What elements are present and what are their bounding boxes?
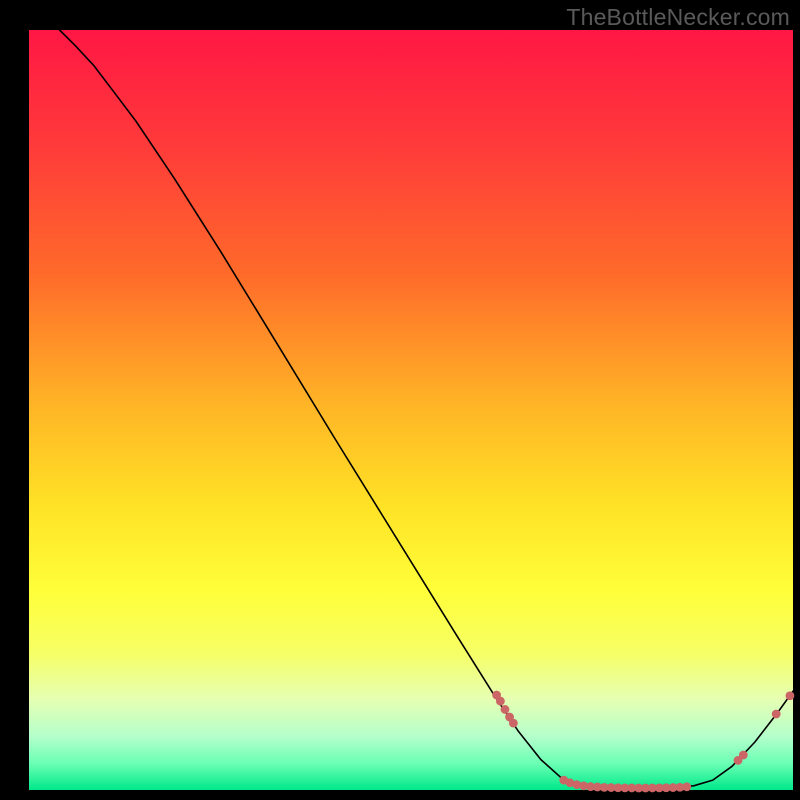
- curve-marker: [739, 751, 748, 760]
- curve-marker: [496, 697, 505, 706]
- chart-svg: [0, 0, 800, 800]
- watermark-text: TheBottleNecker.com: [566, 4, 790, 31]
- curve-marker: [501, 705, 510, 714]
- plot-background: [29, 30, 793, 790]
- bottleneck-chart: TheBottleNecker.com: [0, 0, 800, 800]
- curve-marker: [786, 691, 795, 700]
- curve-marker: [682, 782, 691, 791]
- curve-marker: [509, 719, 518, 728]
- curve-marker: [772, 710, 781, 719]
